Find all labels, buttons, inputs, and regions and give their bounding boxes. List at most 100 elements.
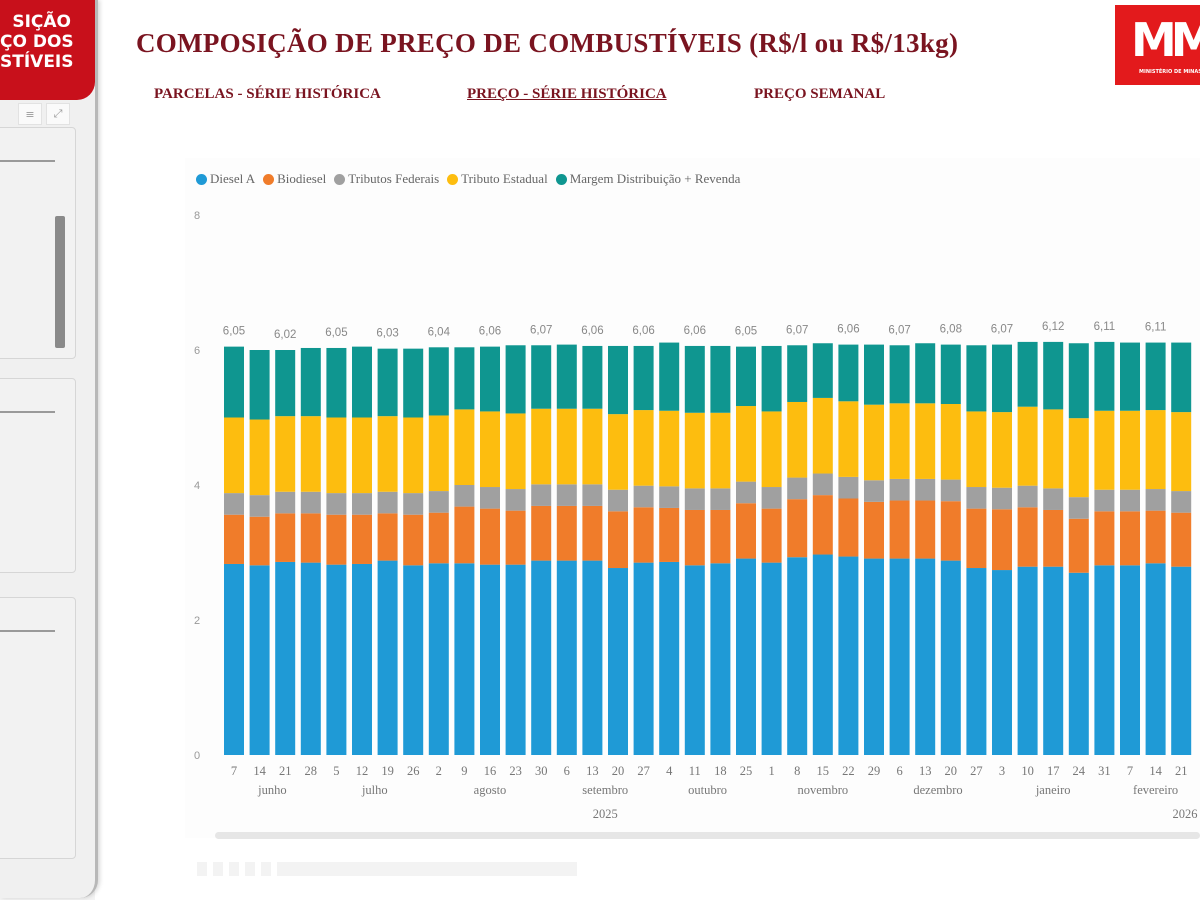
bar-segment-margem-distribui-o-revenda[interactable] (761, 345, 782, 412)
bar-segment-tributos-federais[interactable] (889, 478, 910, 501)
bar-segment-margem-distribui-o-revenda[interactable] (582, 345, 603, 409)
bar-segment-tributos-federais[interactable] (377, 491, 398, 514)
bar-segment-biodiesel[interactable] (736, 503, 756, 559)
bar-segment-tributo-estadual[interactable] (1171, 412, 1192, 492)
bar-segment-diesel-a[interactable] (377, 560, 398, 755)
bar-segment-biodiesel[interactable] (531, 505, 552, 561)
bar-segment-tributo-estadual[interactable] (352, 417, 372, 494)
bar-segment-biodiesel[interactable] (1171, 512, 1192, 567)
bar-segment-biodiesel[interactable] (326, 514, 347, 565)
bar-segment-tributos-federais[interactable] (787, 477, 808, 500)
bar-segment-tributo-estadual[interactable] (787, 401, 808, 478)
bar-segment-diesel-a[interactable] (787, 557, 808, 755)
bar-segment-tributos-federais[interactable] (659, 486, 680, 508)
bar-segment-margem-distribui-o-revenda[interactable] (915, 343, 936, 404)
bar-segment-tributos-federais[interactable] (915, 478, 936, 501)
bar-segment-margem-distribui-o-revenda[interactable] (659, 342, 680, 411)
bar-segment-biodiesel[interactable] (838, 498, 859, 557)
bar-segment-biodiesel[interactable] (454, 506, 475, 564)
bar-segment-diesel-a[interactable] (505, 564, 526, 755)
bar-segment-tributos-federais[interactable] (403, 493, 424, 515)
legend-item-diesel-a[interactable]: Diesel A (196, 171, 255, 187)
bar-segment-tributo-estadual[interactable] (275, 416, 296, 492)
bar-segment-diesel-a[interactable] (633, 562, 654, 755)
bar-segment-diesel-a[interactable] (1145, 563, 1166, 755)
bar-segment-diesel-a[interactable] (864, 558, 884, 755)
bar-segment-tributos-federais[interactable] (608, 489, 628, 512)
bar-segment-margem-distribui-o-revenda[interactable] (838, 344, 859, 402)
bar-segment-diesel-a[interactable] (608, 568, 628, 755)
bar-segment-tributo-estadual[interactable] (1043, 409, 1064, 489)
bar-segment-margem-distribui-o-revenda[interactable] (1171, 342, 1192, 413)
bar-segment-tributo-estadual[interactable] (505, 413, 526, 490)
filter-icon[interactable]: ≡ (18, 103, 42, 125)
bar-segment-margem-distribui-o-revenda[interactable] (736, 346, 756, 407)
bar-segment-tributos-federais[interactable] (761, 487, 782, 509)
bar-segment-biodiesel[interactable] (556, 505, 577, 561)
bar-segment-diesel-a[interactable] (454, 563, 475, 755)
bar-segment-tributos-federais[interactable] (1094, 489, 1115, 512)
bar-segment-tributos-federais[interactable] (633, 485, 654, 508)
bar-segment-tributo-estadual[interactable] (249, 419, 270, 496)
bar-segment-diesel-a[interactable] (838, 556, 859, 755)
bar-segment-diesel-a[interactable] (1017, 566, 1038, 755)
bar-segment-tributos-federais[interactable] (480, 487, 500, 509)
bar-segment-biodiesel[interactable] (480, 508, 500, 565)
bar-segment-biodiesel[interactable] (608, 511, 628, 569)
bar-segment-biodiesel[interactable] (1017, 507, 1038, 567)
bar-segment-tributos-federais[interactable] (454, 485, 475, 507)
bar-segment-biodiesel[interactable] (864, 501, 884, 559)
bar-segment-tributo-estadual[interactable] (582, 408, 603, 485)
bar-segment-tributos-federais[interactable] (736, 481, 756, 504)
bar-segment-tributos-federais[interactable] (1120, 489, 1140, 512)
bar-segment-diesel-a[interactable] (1068, 572, 1089, 755)
bar-segment-margem-distribui-o-revenda[interactable] (377, 348, 398, 417)
bar-segment-diesel-a[interactable] (428, 563, 449, 755)
brand-tile[interactable]: SIÇÃO ÇO DOS STÍVEIS (0, 0, 95, 100)
bar-segment-biodiesel[interactable] (505, 510, 526, 565)
chart-horizontal-scrollbar[interactable] (215, 832, 1200, 839)
bar-segment-diesel-a[interactable] (403, 565, 424, 755)
bar-segment-biodiesel[interactable] (812, 495, 833, 555)
bar-segment-tributos-federais[interactable] (1068, 497, 1089, 519)
bar-segment-tributos-federais[interactable] (710, 488, 731, 510)
bar-segment-tributo-estadual[interactable] (428, 415, 449, 492)
bar-segment-diesel-a[interactable] (582, 560, 603, 755)
filter-slicer-2[interactable] (0, 378, 76, 573)
bar-segment-diesel-a[interactable] (966, 568, 987, 755)
bar-segment-margem-distribui-o-revenda[interactable] (992, 344, 1012, 413)
bar-segment-tributos-federais[interactable] (1145, 489, 1166, 511)
bar-segment-biodiesel[interactable] (940, 501, 961, 561)
footer-page-strip[interactable] (277, 862, 577, 876)
bar-segment-margem-distribui-o-revenda[interactable] (812, 343, 833, 398)
bar-segment-biodiesel[interactable] (249, 516, 270, 566)
bar-segment-tributo-estadual[interactable] (864, 404, 884, 481)
bar-segment-tributos-federais[interactable] (838, 476, 859, 499)
bar-segment-biodiesel[interactable] (787, 499, 808, 558)
bar-segment-biodiesel[interactable] (992, 509, 1012, 571)
nav-preco-serie-historica[interactable]: PREÇO - SÉRIE HISTÓRICA (467, 86, 667, 102)
bar-segment-tributo-estadual[interactable] (761, 411, 782, 488)
bar-segment-tributos-federais[interactable] (1017, 485, 1038, 508)
bar-segment-diesel-a[interactable] (659, 561, 680, 755)
bar-segment-diesel-a[interactable] (300, 562, 321, 755)
bar-segment-margem-distribui-o-revenda[interactable] (1017, 341, 1038, 407)
bar-segment-margem-distribui-o-revenda[interactable] (1043, 341, 1064, 410)
bar-segment-tributos-federais[interactable] (940, 479, 961, 502)
bar-segment-tributo-estadual[interactable] (403, 417, 424, 494)
bar-segment-biodiesel[interactable] (224, 514, 244, 564)
bar-segment-tributos-federais[interactable] (505, 489, 526, 511)
bar-segment-tributos-federais[interactable] (556, 484, 577, 506)
bar-segment-biodiesel[interactable] (659, 507, 680, 562)
bar-segment-tributos-federais[interactable] (1043, 488, 1064, 510)
footer-control[interactable] (245, 862, 255, 876)
bar-segment-biodiesel[interactable] (915, 500, 936, 559)
bar-segment-diesel-a[interactable] (556, 560, 577, 755)
bar-segment-margem-distribui-o-revenda[interactable] (556, 344, 577, 409)
bar-segment-margem-distribui-o-revenda[interactable] (787, 345, 808, 402)
bar-segment-diesel-a[interactable] (1094, 565, 1115, 755)
bar-segment-diesel-a[interactable] (326, 564, 347, 755)
bar-segment-tributo-estadual[interactable] (556, 408, 577, 485)
bar-segment-diesel-a[interactable] (710, 563, 731, 755)
bar-segment-tributo-estadual[interactable] (224, 417, 244, 494)
